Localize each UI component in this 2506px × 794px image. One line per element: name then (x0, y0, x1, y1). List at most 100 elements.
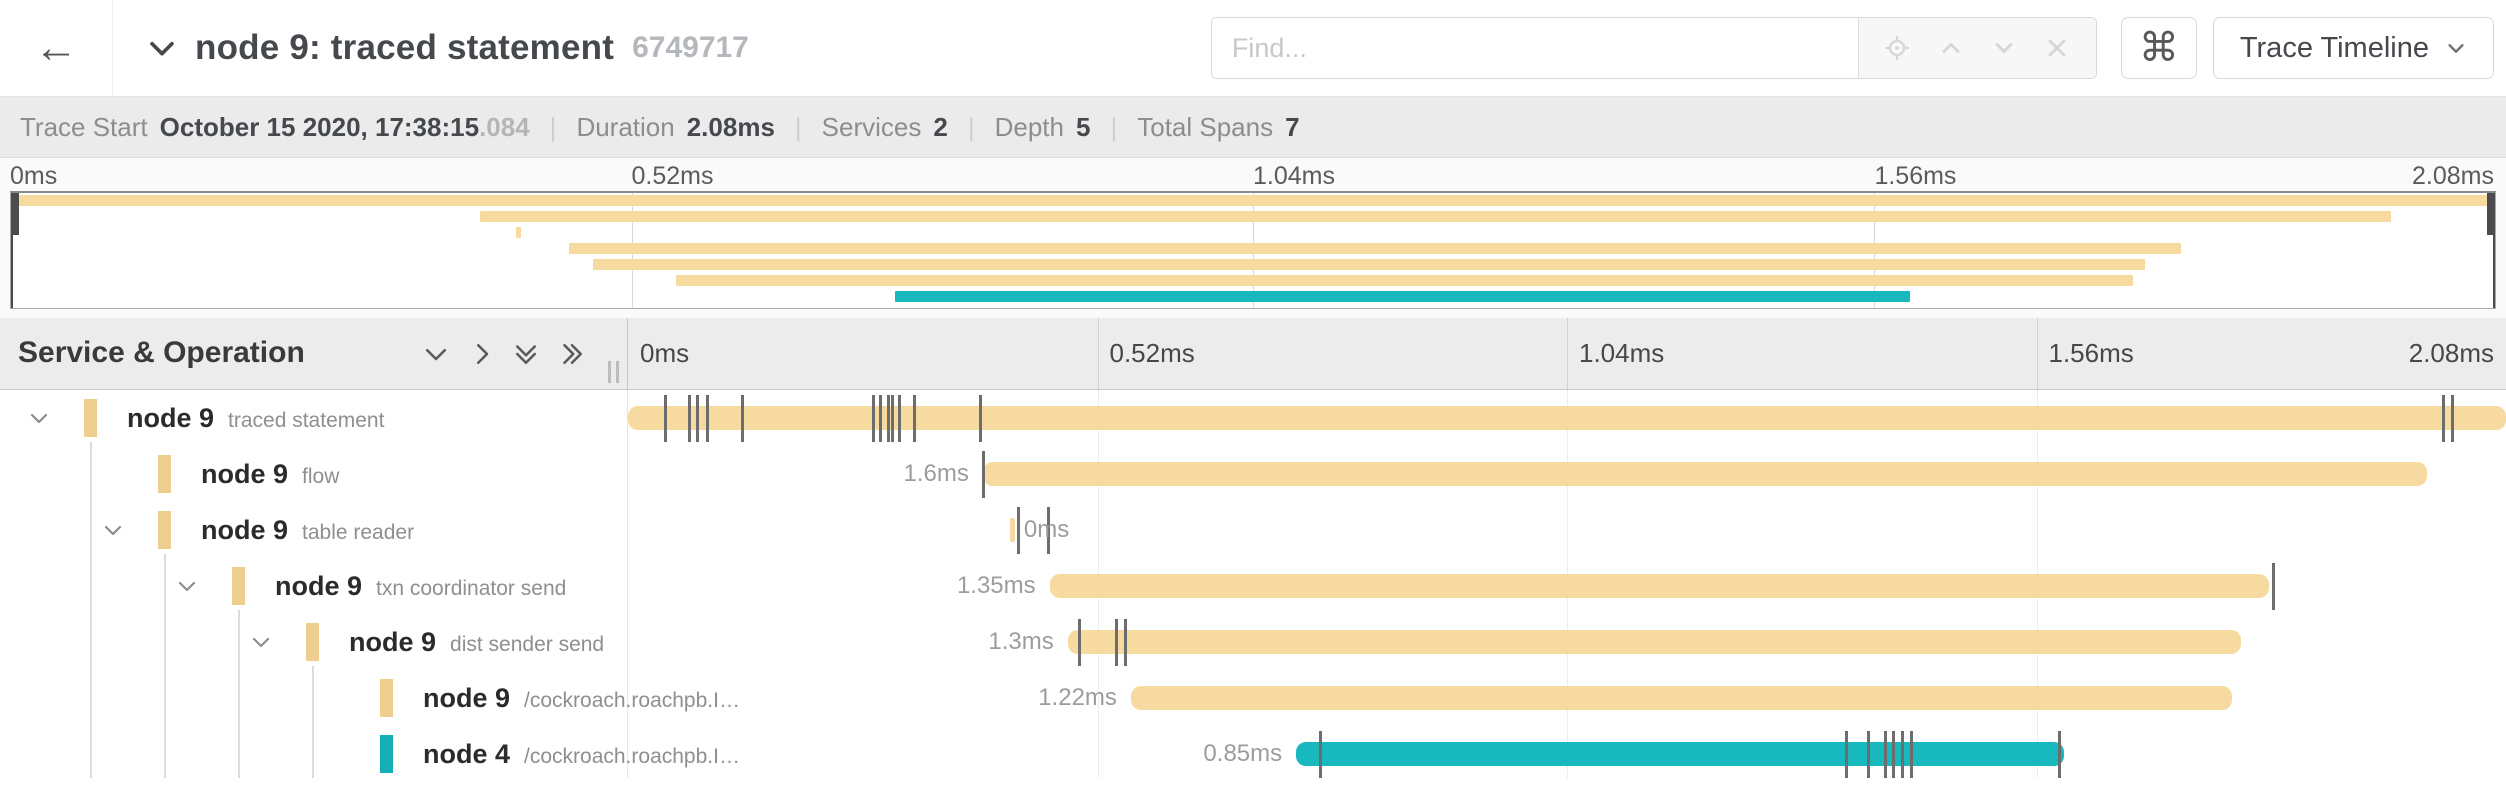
minimap-span-bar (516, 227, 522, 238)
summary-value-suffix: .084 (479, 111, 530, 142)
span-name-row[interactable]: node 9 traced statement (0, 390, 628, 446)
span-name-row[interactable]: node 9/cockroach.roachpb.I… (0, 670, 740, 726)
expand-one-icon[interactable] (466, 338, 498, 370)
span-event-tick (740, 395, 744, 442)
command-icon: ⌘ (2138, 26, 2179, 70)
span-event-tick (1115, 619, 1119, 666)
span-collapse-chevron-icon[interactable] (249, 630, 273, 654)
locate-icon[interactable] (1882, 33, 1912, 63)
span-duration-bar[interactable] (628, 406, 2506, 430)
span-color-indicator (380, 735, 393, 773)
span-event-tick (890, 395, 894, 442)
minimap-tick-label: 2.08ms (2412, 162, 2494, 190)
summary-divider: | (967, 111, 975, 142)
span-duration-bar[interactable] (1130, 686, 2233, 710)
span-name-row[interactable]: node 9 txn coordinator send (0, 558, 628, 614)
span-event-tick (1891, 731, 1895, 778)
span-event-tick (1318, 731, 1322, 778)
span-duration-bar[interactable] (1067, 630, 2242, 654)
find-prev-icon[interactable] (1936, 33, 1966, 63)
top-header: ← node 9: traced statement 6749717 (0, 0, 2506, 97)
span-color-indicator (380, 679, 393, 717)
expand-all-icon[interactable] (556, 338, 588, 370)
summary-label: Services (821, 111, 922, 142)
span-color-indicator (158, 455, 171, 493)
span-duration-bar[interactable] (1009, 518, 1015, 542)
chevron-down-icon (2445, 37, 2467, 59)
span-event-tick (981, 451, 985, 498)
back-arrow-icon: ← (34, 23, 78, 72)
minimap-tick-label: 0ms (10, 162, 58, 190)
trace-collapse-chevron-icon[interactable] (145, 31, 179, 65)
back-button[interactable]: ← (0, 0, 113, 96)
span-duration-bar[interactable] (1049, 574, 2269, 598)
span-timeline-row[interactable] (628, 390, 2506, 446)
span-event-tick (1909, 731, 1913, 778)
span-duration-label: 1.22ms (1038, 684, 1117, 711)
find-input[interactable] (1210, 17, 1859, 79)
view-selector-label: Trace Timeline (2239, 31, 2429, 64)
collapse-all-icon[interactable] (510, 338, 542, 370)
span-name-row[interactable]: node 9 table reader (0, 502, 628, 558)
find-group (1210, 17, 2097, 79)
minimap-span-bar (676, 275, 2134, 286)
title-area: node 9: traced statement 6749717 (113, 28, 749, 68)
span-timeline-row[interactable]: 1.35ms (628, 558, 2506, 614)
summary-item: Services 2 (822, 112, 948, 143)
span-event-tick (705, 395, 709, 442)
ruler-gridline (1097, 318, 1099, 389)
summary-value: 5 (1076, 111, 1091, 142)
span-collapse-chevron-icon[interactable] (101, 518, 125, 542)
span-event-tick (2272, 563, 2276, 610)
span-timeline-row[interactable]: 1.6ms (628, 446, 2506, 502)
collapse-one-icon[interactable] (420, 338, 452, 370)
viewport-left-handle[interactable] (11, 193, 19, 235)
span-operation-name: /cockroach.roachpb.I… (524, 688, 740, 712)
span-duration-label: 0ms (1023, 516, 1070, 543)
keyboard-shortcuts-button[interactable]: ⌘ (2120, 17, 2197, 79)
find-clear-icon[interactable] (2042, 33, 2072, 63)
span-duration-label: 1.35ms (956, 572, 1036, 599)
minimap-tick-label: 1.04ms (1252, 162, 1335, 190)
span-event-tick (1883, 731, 1887, 778)
span-timeline-row[interactable]: 1.3ms (628, 614, 2506, 670)
span-duration-bar[interactable] (982, 462, 2428, 486)
span-duration-label: 1.6ms (903, 460, 969, 487)
header-actions: ⌘ Trace Timeline (1210, 17, 2506, 79)
ruler-tick-label: 0.52ms (1109, 338, 1195, 368)
span-timeline-row[interactable]: 1.22ms (628, 670, 2506, 726)
span-collapse-chevron-icon[interactable] (175, 574, 199, 598)
span-timeline-row[interactable]: 0.85ms (628, 726, 2506, 782)
timeline-column-headers: Service & Operation 0ms 0.52ms 1.04ms 1.56m… (0, 318, 2506, 390)
span-event-tick (2450, 395, 2454, 442)
view-selector-button[interactable]: Trace Timeline (2212, 17, 2494, 79)
ruler-gridline (1567, 318, 1568, 389)
span-timeline-row[interactable]: 0ms (628, 502, 2506, 558)
span-operation-name: dist sender send (450, 632, 605, 656)
span-collapse-chevron-icon[interactable] (27, 406, 51, 430)
span-event-tick (897, 395, 901, 442)
viewport-right-line (2493, 193, 2495, 308)
span-event-tick (695, 395, 699, 442)
minimap-canvas[interactable] (10, 191, 2496, 309)
column-resizer-handle[interactable] (608, 361, 619, 383)
span-rows: node 9 traced statement node 9 flow node 9 ta… (0, 390, 2506, 778)
span-name-row[interactable]: node 9 flow (0, 446, 628, 502)
span-operation-name: traced statement (228, 408, 385, 432)
span-name-row[interactable]: node 4/cockroach.roachpb.I… (0, 726, 740, 782)
span-color-indicator (232, 567, 245, 605)
summary-divider: | (1110, 111, 1118, 142)
trace-summary-bar: Trace Start October 15 2020, 17:38:15.084… (0, 97, 2506, 158)
span-name-column: node 9 traced statement node 9 flow node 9 ta… (0, 390, 740, 778)
timeline-ruler: 0ms 0.52ms 1.04ms 1.56ms 2.08ms (628, 318, 2506, 389)
span-name-row[interactable]: node 9 dist sender send (0, 614, 628, 670)
span-event-tick (688, 395, 692, 442)
viewport-right-handle[interactable] (2487, 193, 2495, 235)
span-duration-bar[interactable] (1296, 742, 2064, 766)
service-operation-header: Service & Operation (0, 318, 628, 389)
summary-item: Depth 5 (995, 112, 1091, 143)
span-event-tick (878, 395, 882, 442)
find-next-icon[interactable] (1989, 33, 2019, 63)
span-event-tick (1900, 731, 1904, 778)
summary-value: 2 (933, 111, 948, 142)
